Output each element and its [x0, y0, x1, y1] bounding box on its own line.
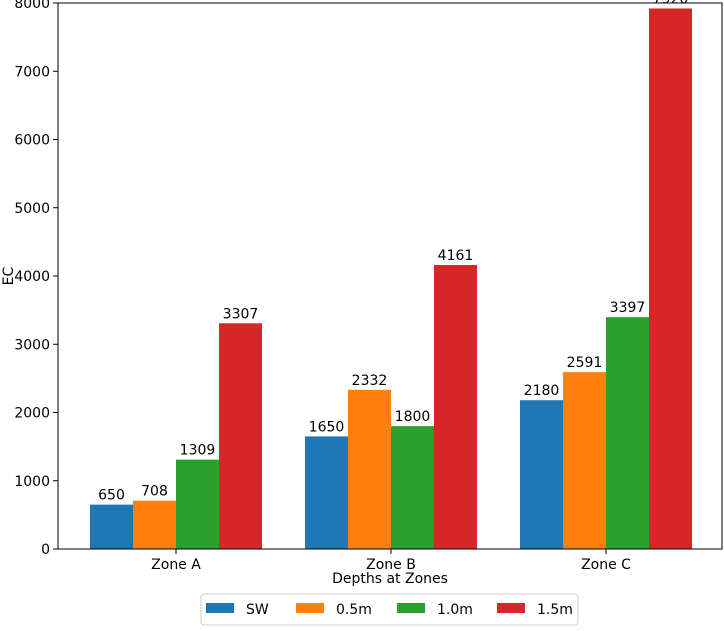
legend-swatch [397, 603, 425, 613]
legend-swatch [206, 603, 234, 613]
data-label: 3307 [223, 306, 259, 322]
data-label: 2332 [352, 373, 388, 389]
y-tick-label: 8000 [14, 0, 50, 12]
data-labels: 650 708 1309 3307 1650 2332 1800 4161 2180 2591 33… [98, 0, 688, 504]
data-label: 1800 [395, 409, 431, 425]
y-axis: 0 1000 2000 3000 4000 5000 6000 7000 8000 [14, 0, 58, 558]
bar-05m-zone-c [563, 372, 606, 549]
x-tick-label: Zone A [151, 557, 201, 573]
y-tick-label: 1000 [14, 474, 50, 490]
data-label: 708 [141, 484, 168, 500]
y-tick-label: 5000 [14, 201, 50, 217]
data-label: 4161 [438, 248, 474, 264]
x-tick-label: Zone C [581, 557, 631, 573]
y-tick-label: 7000 [14, 64, 50, 80]
y-tick-label: 2000 [14, 406, 50, 422]
data-label: 1309 [180, 443, 216, 459]
legend-label: 1.0m [437, 602, 473, 618]
legend-label: 0.5m [336, 602, 372, 618]
bars [90, 8, 692, 549]
x-tick-label: Zone B [366, 557, 416, 573]
bar-SW-zone-a [90, 504, 133, 549]
bar-10m-zone-b [391, 426, 434, 549]
bar-10m-zone-a [176, 459, 219, 549]
bar-15m-zone-c [649, 8, 692, 549]
bar-05m-zone-a [133, 500, 176, 549]
bar-05m-zone-b [348, 389, 391, 549]
legend: SW 0.5m 1.0m 1.5m [200, 593, 579, 626]
bar-15m-zone-a [219, 323, 262, 549]
data-label: 650 [98, 488, 125, 504]
legend-swatch [497, 603, 525, 613]
y-tick-label: 6000 [14, 133, 50, 149]
legend-box [200, 593, 579, 626]
data-label: 2180 [524, 383, 560, 399]
bar-SW-zone-c [520, 400, 563, 549]
data-label: 2591 [567, 355, 603, 371]
y-tick-label: 4000 [14, 269, 50, 285]
y-tick-label: 0 [41, 542, 50, 558]
data-label: 7920 [653, 0, 689, 7]
y-tick-label: 3000 [14, 337, 50, 353]
x-axis-label: Depths at Zones [332, 571, 448, 587]
bar-SW-zone-b [305, 436, 348, 549]
y-axis-label: EC [1, 266, 17, 285]
bar-15m-zone-b [434, 265, 477, 549]
x-axis: Zone A Zone B Zone C [151, 549, 631, 573]
legend-swatch [296, 603, 324, 613]
data-label: 1650 [309, 419, 345, 435]
legend-label: 1.5m [537, 602, 573, 618]
legend-label: SW [246, 602, 269, 618]
data-label: 3397 [610, 300, 646, 316]
bar-10m-zone-c [606, 317, 649, 549]
